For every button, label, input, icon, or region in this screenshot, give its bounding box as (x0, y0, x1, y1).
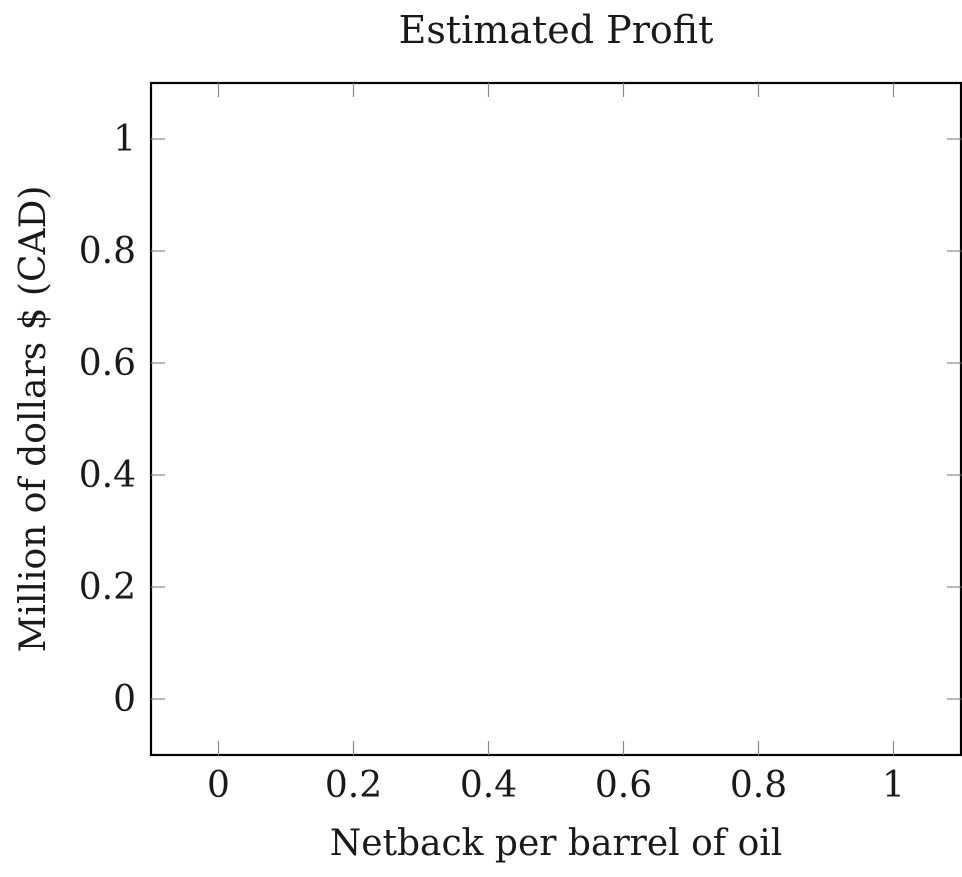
plot-frame (149, 81, 962, 757)
y-axis: 0 0.2 0.4 0.6 0.8 1 (79, 119, 961, 720)
y-axis-label: Million of dollars $ (CAD) (13, 186, 54, 653)
x-tick-label: 1 (882, 765, 905, 806)
y-tick-label: 0.4 (79, 455, 136, 496)
x-tick-label: 0.8 (730, 765, 787, 806)
y-tick-label: 0.8 (79, 231, 136, 272)
plot-area: 0 0.2 0.4 0.6 0.8 1 0 0.2 0.4 0.6 0.8 1 (79, 81, 962, 806)
x-axis: 0 0.2 0.4 0.6 0.8 1 (207, 83, 905, 806)
y-tick-label: 0.2 (79, 567, 136, 608)
x-tick-label: 0.2 (325, 765, 382, 806)
x-axis-label: Netback per barrel of oil (330, 823, 783, 864)
y-tick-label: 0.6 (79, 343, 136, 384)
y-tick-label: 0 (113, 679, 136, 720)
x-tick-label: 0.6 (595, 765, 652, 806)
x-tick-label: 0.4 (460, 765, 517, 806)
x-tick-label: 0 (207, 765, 230, 806)
y-tick-label: 1 (113, 119, 136, 160)
chart-title: Estimated Profit (399, 8, 714, 52)
